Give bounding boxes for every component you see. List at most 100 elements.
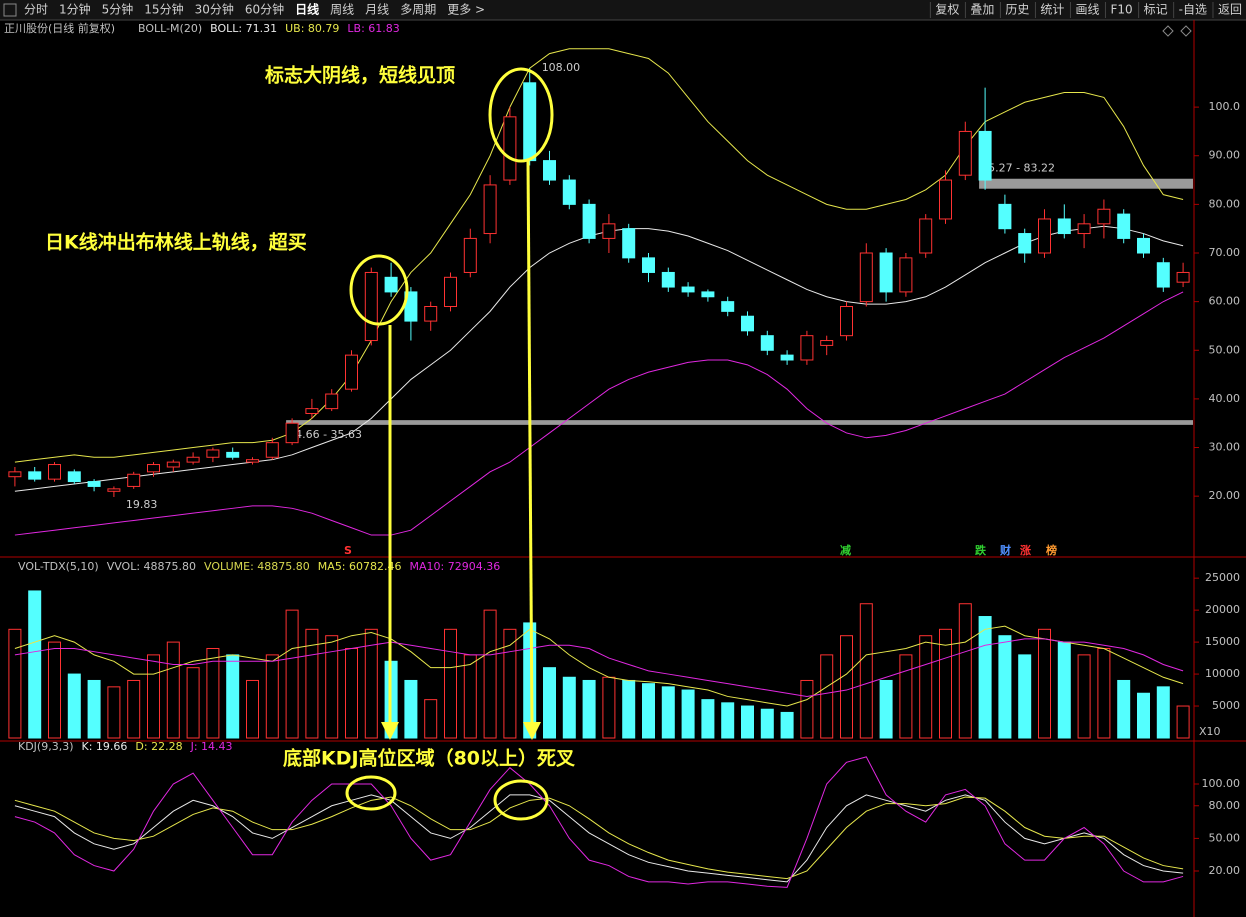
candle-body — [1038, 218, 1051, 254]
legend-entry: MA5: 60782.46 — [318, 560, 402, 573]
toolbar-button[interactable]: 历史 — [1005, 3, 1029, 17]
volume-bar — [1117, 679, 1131, 739]
annotation: 日K线冲出布林线上轨线，超买 — [45, 231, 307, 254]
signal: 涨 — [1020, 543, 1031, 557]
volume-bar — [67, 673, 81, 739]
candle-body — [701, 291, 715, 298]
volume-bar — [48, 641, 61, 739]
candle-body — [265, 442, 279, 458]
y-tick-label: 50.00 — [1209, 343, 1241, 356]
volume-bar — [760, 708, 774, 739]
volume-bar — [978, 616, 992, 739]
legend-entry: K: 19.66 — [82, 740, 128, 753]
toolbar-button[interactable]: 叠加 — [970, 3, 994, 17]
y-tick-label: 10000 — [1205, 667, 1240, 680]
volume-bar — [1077, 654, 1091, 739]
toolbar-button[interactable]: 5分钟 — [102, 2, 134, 17]
price-band — [286, 420, 1194, 425]
toolbar-button[interactable]: 60分钟 — [245, 2, 284, 17]
legend-entry: LB: 61.83 — [347, 22, 399, 35]
volume-bar — [622, 679, 636, 739]
volume-bar — [919, 635, 933, 739]
toolbar-button[interactable]: F10 — [1110, 3, 1132, 17]
volume-bar — [147, 654, 160, 739]
toolbar-button[interactable]: 复权 — [935, 3, 959, 17]
toolbar-button[interactable]: 月线 — [365, 3, 389, 17]
band-label: 85.27 - 83.22 — [981, 162, 1055, 175]
y-tick-label: 50.00 — [1209, 831, 1241, 844]
toolbar-button[interactable]: 统计 — [1040, 3, 1064, 17]
y-tick-label: 5000 — [1212, 699, 1240, 712]
candle-body — [1057, 218, 1071, 235]
candle-body — [48, 464, 61, 480]
indicator-name: BOLL-M(20) — [138, 22, 202, 35]
line — [14, 291, 1184, 536]
volume-bar — [127, 679, 141, 739]
legend-entry: MA10: 72904.36 — [410, 560, 501, 573]
volume-bar — [840, 635, 853, 739]
annotation: 标志大阴线，短线见顶 — [265, 64, 455, 87]
candle-body — [67, 471, 81, 483]
volume-bar — [820, 654, 834, 739]
candle-body — [859, 252, 873, 303]
legend-entry: UB: 80.79 — [285, 22, 339, 35]
candle-body — [345, 354, 358, 390]
candle-body — [602, 223, 616, 239]
candle-body — [206, 449, 220, 458]
toolbar-button[interactable]: 多周期 — [400, 3, 436, 17]
candle-body — [919, 218, 933, 254]
y-tick-label: 80.00 — [1209, 197, 1241, 210]
toolbar-button[interactable]: 日线 — [295, 2, 319, 17]
candle-body — [721, 301, 735, 312]
toolbar-button[interactable]: 分时 — [24, 3, 48, 17]
candle-body — [899, 257, 913, 293]
line — [14, 48, 1184, 463]
candle-body — [424, 305, 438, 322]
panel-icons[interactable] — [1162, 25, 1192, 37]
candle-body — [978, 130, 992, 181]
circle — [345, 775, 397, 811]
candle-body — [246, 459, 259, 463]
line — [14, 625, 1184, 707]
volume-bar — [543, 667, 556, 739]
y-tick-label: 100.0 — [1209, 100, 1241, 113]
toolbar-button[interactable]: 30分钟 — [195, 2, 234, 17]
volume-bar — [87, 679, 101, 739]
y-tick-label: 70.00 — [1209, 246, 1241, 259]
candle-body — [800, 335, 814, 361]
y-tick-label: 90.00 — [1209, 149, 1241, 162]
toolbar-button[interactable]: 1分钟 — [59, 2, 91, 17]
toolbar-button[interactable]: 更多 > — [447, 3, 485, 17]
candle-body — [285, 422, 299, 444]
toolbar-button[interactable]: 画线 — [1075, 3, 1099, 17]
volume-bar — [741, 705, 754, 739]
toolbar-button[interactable]: -自选 — [1179, 3, 1207, 17]
candle-body — [444, 276, 457, 307]
volume-bar — [721, 702, 735, 739]
volume-bar — [186, 667, 200, 739]
toolbar-button[interactable]: 15分钟 — [144, 2, 183, 17]
candle-body — [780, 354, 794, 361]
candle-body — [147, 464, 160, 473]
volume-bar — [1137, 692, 1150, 739]
volume-bar — [1097, 647, 1111, 739]
line — [14, 796, 1184, 880]
y-tick-label: 20.00 — [1209, 489, 1241, 502]
menu-icon[interactable] — [3, 3, 17, 17]
candle-body — [226, 451, 240, 458]
volume-bar — [939, 628, 952, 739]
candle-body — [879, 252, 893, 293]
line — [14, 225, 1184, 492]
signal: S — [344, 544, 352, 557]
candle-body — [543, 160, 556, 181]
signal: 减 — [840, 543, 851, 557]
toolbar-button[interactable]: 标记 — [1144, 3, 1168, 17]
volume-bar — [463, 654, 477, 739]
volume-bar — [166, 641, 180, 739]
candle-body — [1018, 233, 1032, 254]
toolbar-button[interactable]: 返回 — [1218, 3, 1242, 17]
toolbar-button[interactable]: 周线 — [330, 3, 354, 17]
volume-bar — [1156, 686, 1170, 739]
volume-bar — [8, 628, 22, 739]
